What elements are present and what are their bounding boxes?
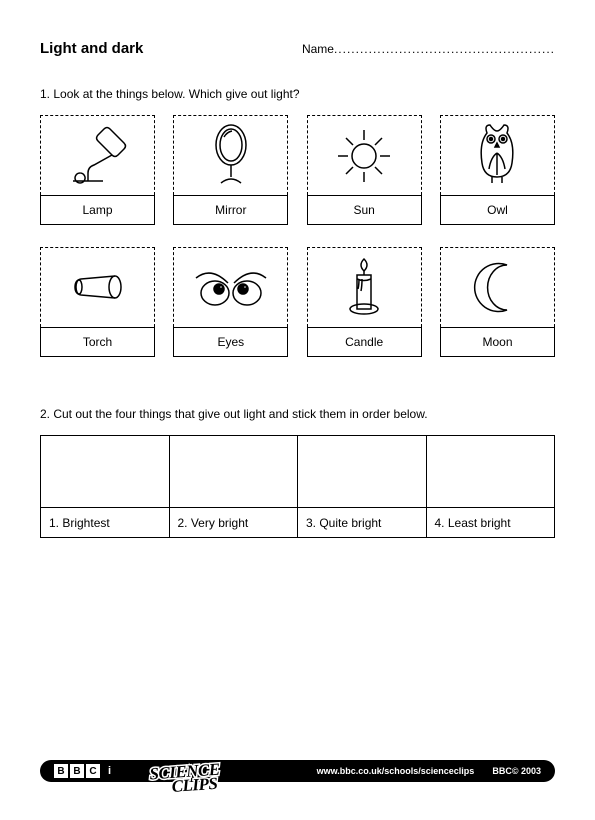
worksheet-header: Light and dark Name.....................… [40, 40, 555, 57]
slot-label: 1. Brightest [41, 508, 170, 538]
sun-icon [307, 115, 422, 195]
drop-slot [41, 436, 170, 508]
mirror-icon [173, 115, 288, 195]
table-row [41, 436, 555, 508]
page-title: Light and dark [40, 40, 143, 57]
card-torch: Torch [40, 247, 155, 357]
card-label: Mirror [173, 195, 288, 225]
torch-icon [40, 247, 155, 327]
card-label: Owl [440, 195, 555, 225]
card-label: Lamp [40, 195, 155, 225]
card-sun: Sun [307, 115, 422, 225]
moon-icon [440, 247, 555, 327]
bbc-i-icon: i [106, 765, 113, 777]
card-row-1: Lamp Mirror Sun Owl [40, 115, 555, 225]
card-label: Moon [440, 327, 555, 357]
table-row: 1. Brightest 2. Very bright 3. Quite bri… [41, 508, 555, 538]
question-2-text: 2. Cut out the four things that give out… [40, 407, 555, 421]
card-label: Sun [307, 195, 422, 225]
name-label: Name [302, 42, 334, 56]
bbc-b-icon: B [70, 764, 84, 778]
card-label: Candle [307, 327, 422, 357]
card-owl: Owl [440, 115, 555, 225]
drop-slot [426, 436, 555, 508]
slot-label: 2. Very bright [169, 508, 298, 538]
footer-copyright: BBC© 2003 [492, 766, 541, 776]
science-clips-logo: SCIENCE CLIPS [149, 763, 221, 797]
card-candle: Candle [307, 247, 422, 357]
name-dots: ........................................… [334, 42, 555, 56]
card-moon: Moon [440, 247, 555, 357]
card-lamp: Lamp [40, 115, 155, 225]
question-1-text: 1. Look at the things below. Which give … [40, 87, 555, 101]
card-row-2: Torch Eyes Candle Moon [40, 247, 555, 357]
footer-url: www.bbc.co.uk/schools/scienceclips [317, 766, 475, 776]
slot-label: 3. Quite bright [298, 508, 427, 538]
owl-icon [440, 115, 555, 195]
candle-icon [307, 247, 422, 327]
footer-bar: B B C i www.bbc.co.uk/schools/sciencecli… [40, 760, 555, 782]
bbc-b-icon: B [54, 764, 68, 778]
card-mirror: Mirror [173, 115, 288, 225]
ordering-table: 1. Brightest 2. Very bright 3. Quite bri… [40, 435, 555, 538]
slot-label: 4. Least bright [426, 508, 555, 538]
lamp-icon [40, 115, 155, 195]
card-label: Eyes [173, 327, 288, 357]
drop-slot [169, 436, 298, 508]
eyes-icon [173, 247, 288, 327]
bbc-c-icon: C [86, 764, 100, 778]
card-eyes: Eyes [173, 247, 288, 357]
card-label: Torch [40, 327, 155, 357]
drop-slot [298, 436, 427, 508]
name-field: Name....................................… [302, 42, 555, 56]
bbc-logo: B B C [54, 764, 100, 778]
logo-bot: CLIPS [168, 777, 221, 795]
